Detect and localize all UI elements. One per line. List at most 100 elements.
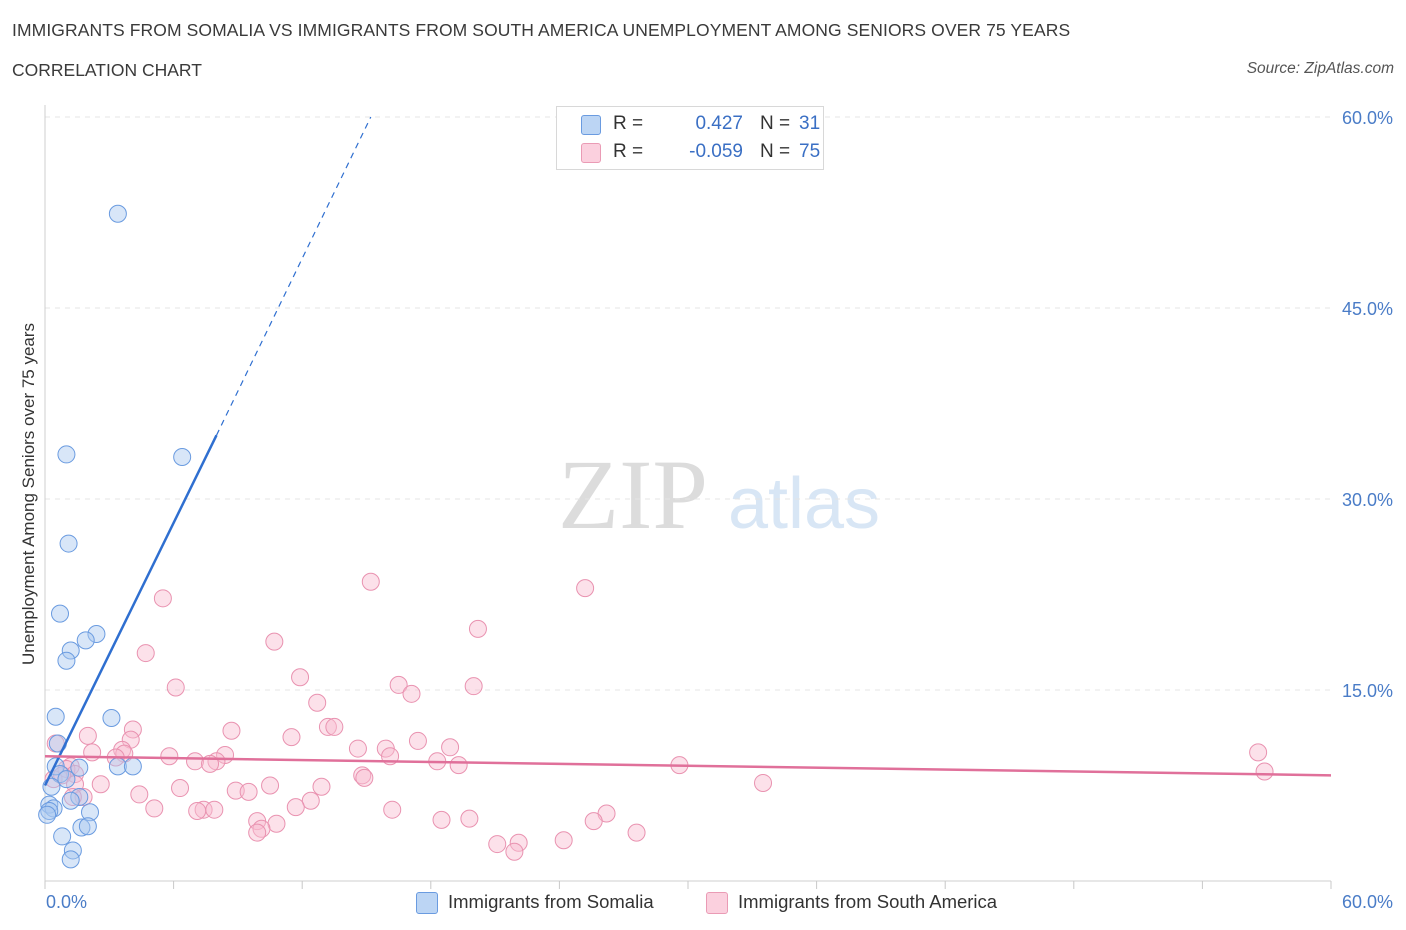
- somalia-point-15: [123, 757, 142, 776]
- somalia-point-19: [70, 787, 89, 806]
- y-tick-label-2: 45.0%: [1342, 299, 1393, 319]
- somalia-point-8: [57, 651, 76, 670]
- south-america-point-31: [186, 752, 205, 771]
- south-america-point-52: [226, 781, 245, 800]
- somalia-point-18: [42, 777, 61, 796]
- south-america-point-53: [239, 782, 258, 801]
- somalia-legend-swatch: [416, 892, 438, 914]
- n-label: N =: [760, 113, 791, 134]
- south-america-point-51: [171, 779, 190, 798]
- somalia-r-value: 0.427: [695, 113, 743, 134]
- south-america-point-2: [153, 589, 172, 608]
- south-america-point-44: [1249, 743, 1268, 762]
- south-america-point-3: [468, 619, 487, 638]
- trend-lines: [43, 116, 1332, 787]
- south-america-point-60: [194, 800, 213, 819]
- somalia-point-13: [70, 758, 89, 777]
- tick-labels: 15.0% 30.0% 45.0% 60.0% 0.0% 60.0%: [46, 108, 1393, 912]
- south-america-point-16: [78, 726, 97, 745]
- south-america-point-45: [1255, 762, 1274, 781]
- south-america-point-69: [267, 814, 286, 833]
- somalia-point-0: [108, 204, 127, 223]
- somalia-point-20: [61, 791, 80, 810]
- south-america-point-19: [408, 731, 427, 750]
- source-label: Source: ZipAtlas.com: [1246, 60, 1394, 77]
- somalia-point-5: [87, 624, 106, 643]
- south-america-point-47: [91, 775, 110, 794]
- somalia-point-27: [78, 817, 97, 836]
- south-america-point-66: [432, 810, 451, 829]
- r-label: R =: [613, 141, 644, 162]
- chart-title: IMMIGRANTS FROM SOMALIA VS IMMIGRANTS FR…: [12, 20, 1071, 40]
- south-america-point-4: [265, 632, 284, 651]
- south-america-point-59: [286, 798, 305, 817]
- south-america-point-35: [449, 756, 468, 775]
- south-america-point-18: [282, 728, 301, 747]
- south-america-trend-line: [44, 754, 1332, 777]
- south-america-point-1: [576, 579, 595, 598]
- somalia-point-17: [57, 770, 76, 789]
- somalia-point-25: [38, 805, 57, 824]
- y-tick-label-3: 60.0%: [1342, 108, 1393, 128]
- south-america-point-21: [348, 739, 367, 758]
- south-america-point-9: [464, 677, 483, 696]
- somalia-swatch: [581, 115, 601, 135]
- somalia-point-26: [72, 818, 91, 837]
- south-america-point-11: [308, 693, 327, 712]
- grid-lines: [45, 116, 1331, 691]
- somalia-legend-label: Immigrants from Somalia: [448, 891, 654, 912]
- watermark-zip: ZIP: [558, 439, 708, 550]
- south-america-point-5: [136, 644, 155, 663]
- south-america-point-58: [145, 799, 164, 818]
- south-america-point-73: [554, 831, 573, 850]
- n-label: N =: [760, 141, 791, 162]
- south-america-point-14: [222, 721, 241, 740]
- axes: [44, 105, 1332, 889]
- x-tick-label-min: 0.0%: [46, 892, 87, 912]
- south-america-legend-label: Immigrants from South America: [738, 891, 998, 912]
- south-america-point-74: [509, 833, 528, 852]
- somalia-point-10: [102, 709, 121, 728]
- south-america-point-67: [460, 809, 479, 828]
- somalia-trend-extension: [215, 116, 372, 436]
- south-america-point-25: [83, 743, 102, 762]
- south-america-legend-swatch: [706, 892, 728, 914]
- somalia-trend-line: [43, 434, 218, 787]
- y-tick-label-0: 15.0%: [1342, 681, 1393, 701]
- somalia-point-4: [51, 604, 70, 623]
- south-america-point-68: [584, 812, 603, 831]
- y-axis-label: Unemployment Among Seniors over 75 years: [19, 323, 38, 665]
- south-america-point-7: [166, 678, 185, 697]
- south-america-swatch: [581, 143, 601, 163]
- stats-legend: R = 0.427 N = 31 R = -0.059 N = 75: [556, 106, 824, 170]
- somalia-point-6: [76, 631, 95, 650]
- south-america-point-10: [402, 684, 421, 703]
- south-america-point-23: [441, 738, 460, 757]
- south-america-point-61: [205, 800, 224, 819]
- south-america-n-value: 75: [799, 141, 821, 162]
- watermark-atlas: atlas: [728, 464, 880, 544]
- south-america-point-8: [389, 675, 408, 694]
- somalia-point-30: [61, 850, 80, 869]
- x-tick-label-max: 60.0%: [1342, 892, 1393, 912]
- south-america-point-49: [261, 776, 280, 795]
- somalia-point-7: [61, 641, 80, 660]
- chart-subtitle: CORRELATION CHART: [12, 60, 202, 80]
- somalia-point-29: [63, 841, 82, 860]
- south-america-r-value: -0.059: [689, 141, 743, 162]
- south-america-point-75: [488, 835, 507, 854]
- somalia-point-28: [53, 827, 72, 846]
- south-america-point-42: [353, 766, 372, 785]
- somalia-n-value: 31: [799, 113, 821, 134]
- somalia-point-1: [57, 445, 76, 464]
- south-america-point-56: [301, 791, 320, 810]
- south-america-point-50: [312, 777, 331, 796]
- y-tick-label-1: 30.0%: [1342, 490, 1393, 510]
- somalia-point-24: [81, 803, 100, 822]
- south-america-point-72: [627, 823, 646, 842]
- south-america-point-29: [160, 747, 179, 766]
- south-america-point-62: [383, 800, 402, 819]
- south-america-point-13: [325, 717, 344, 736]
- south-america-point-54: [130, 785, 149, 804]
- south-america-point-46: [754, 773, 773, 792]
